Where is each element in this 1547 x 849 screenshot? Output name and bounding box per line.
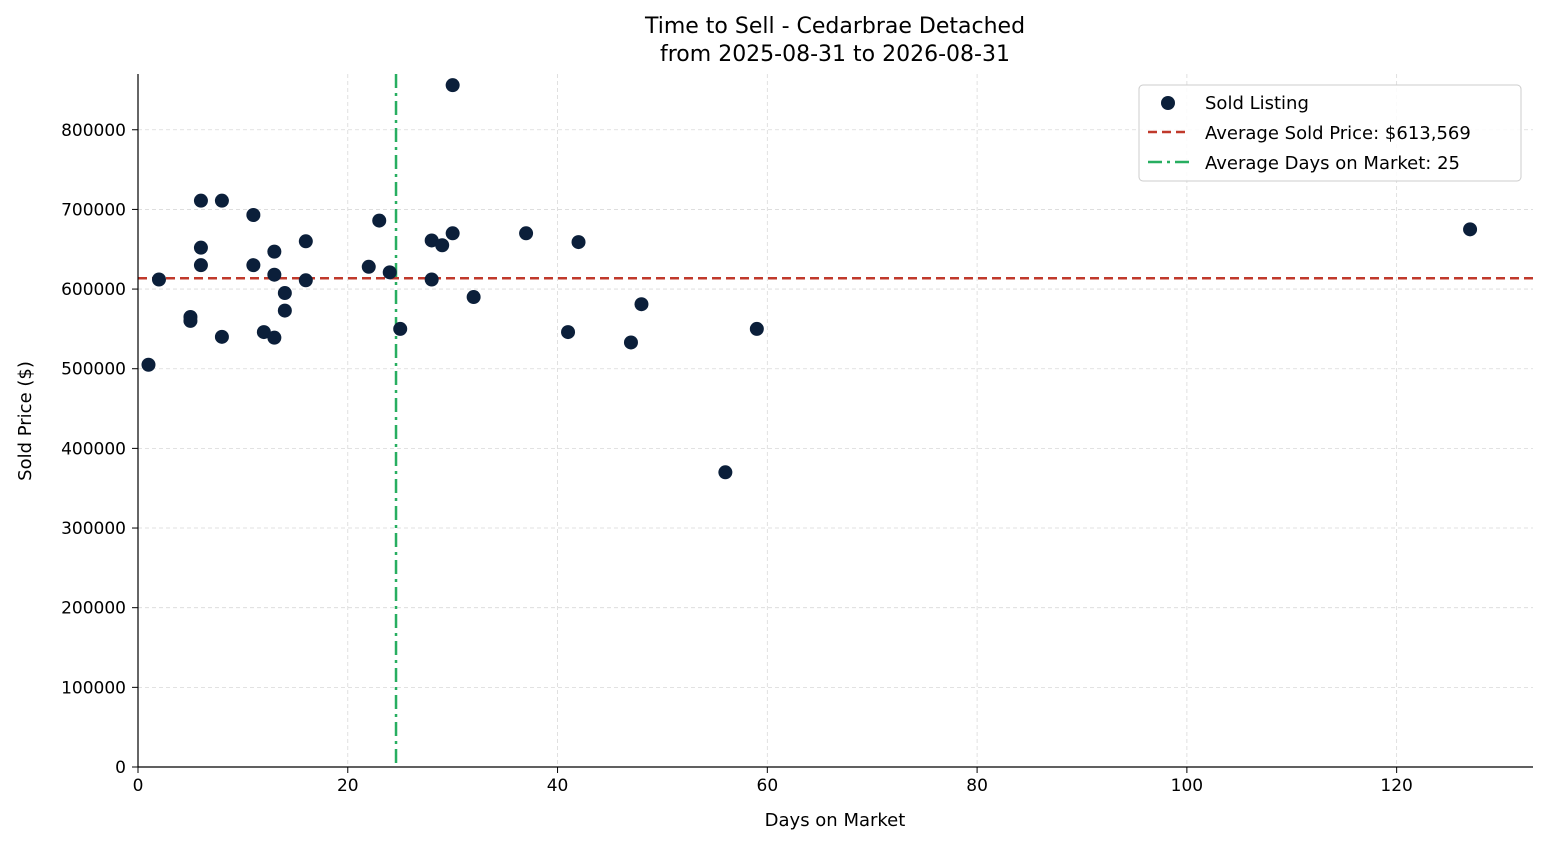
data-point [267, 244, 282, 259]
data-point [214, 329, 229, 344]
x-tick-label: 80 [966, 776, 988, 796]
x-tick-label: 20 [337, 776, 359, 796]
y-tick-label: 200000 [61, 599, 126, 619]
data-point [424, 272, 439, 287]
y-tick-label: 800000 [61, 121, 126, 141]
data-point [466, 290, 481, 305]
legend-label-sold-listing: Sold Listing [1205, 93, 1309, 114]
data-point [445, 226, 460, 241]
legend-label-avg-days: Average Days on Market: 25 [1205, 153, 1460, 174]
data-point [141, 357, 156, 372]
y-tick-label: 300000 [61, 519, 126, 539]
x-tick-label: 0 [133, 776, 144, 796]
data-point [246, 207, 261, 222]
data-point [372, 213, 387, 228]
data-point [183, 313, 198, 328]
data-point [267, 330, 282, 345]
data-point [561, 325, 576, 340]
x-tick-label: 120 [1380, 776, 1412, 796]
data-points [141, 78, 1478, 480]
y-tick-label: 700000 [61, 200, 126, 220]
data-point [298, 273, 313, 288]
legend-label-avg-price: Average Sold Price: $613,569 [1205, 123, 1471, 144]
chart-title: Time to Sell - Cedarbrae Detached [644, 14, 1025, 39]
data-point [382, 265, 397, 280]
data-point [634, 297, 649, 312]
x-tick-label: 100 [1171, 776, 1203, 796]
data-point [246, 258, 261, 273]
tick-labels: 0 20 40 60 80 100 120 0 100000 200000 300000 400000… [61, 121, 1413, 796]
data-point [193, 258, 208, 273]
y-axis-label: Sold Price ($) [15, 361, 36, 481]
data-point [445, 78, 460, 93]
x-tick-label: 60 [757, 776, 779, 796]
data-point [1463, 222, 1478, 237]
data-point [749, 321, 764, 336]
data-point [214, 193, 229, 208]
data-point [435, 238, 450, 253]
data-point [277, 303, 292, 318]
y-tick-label: 500000 [61, 360, 126, 380]
data-point [361, 259, 376, 274]
reference-lines [138, 74, 1533, 767]
data-point [519, 226, 534, 241]
legend-marker-sold-listing [1161, 96, 1175, 110]
legend-box [1138, 84, 1522, 182]
data-point [267, 267, 282, 282]
y-tick-label: 0 [115, 758, 126, 778]
data-point [277, 286, 292, 301]
chart-subtitle: from 2025-08-31 to 2026-08-31 [660, 42, 1010, 67]
data-point [256, 325, 271, 340]
y-tick-label: 600000 [61, 280, 126, 300]
axes [132, 74, 1533, 773]
x-axis-label: Days on Market [765, 810, 906, 831]
x-tick-label: 40 [547, 776, 569, 796]
data-point [424, 233, 439, 248]
data-point [718, 465, 733, 480]
y-tick-label: 400000 [61, 439, 126, 459]
data-point [623, 335, 638, 350]
data-point [193, 193, 208, 208]
data-point [298, 234, 313, 249]
y-tick-label: 100000 [61, 678, 126, 698]
legend: Sold Listing Average Sold Price: $613,56… [1138, 84, 1522, 182]
data-point [193, 240, 208, 255]
data-point [151, 272, 166, 287]
data-point [571, 235, 586, 250]
data-point [393, 321, 408, 336]
